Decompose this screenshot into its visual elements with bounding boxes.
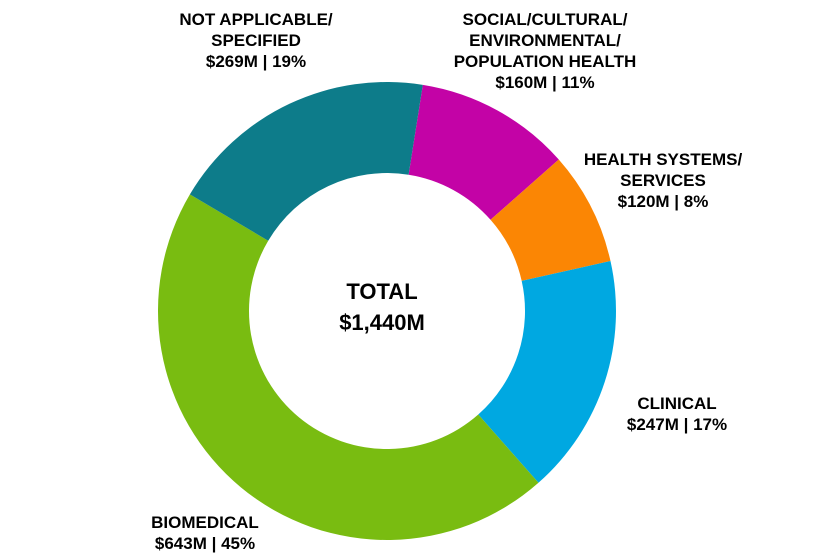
donut-segment-health-systems [490,159,611,281]
label-clinical: CLINICAL $247M | 17% [626,394,728,434]
label-biomedical: BIOMEDICAL $643M | 45% [151,513,259,553]
donut-segment-not-applicable [189,82,423,241]
donut-segments [157,82,616,541]
donut-segment-biomedical [157,194,539,541]
label-social-cultural-environmental-population-health: SOCIAL/CULTURAL/ ENVIRONMENTAL/ POPULATI… [453,10,637,92]
donut-segment-clinical [478,261,616,483]
donut-segment-social-cultural [408,84,559,220]
label-health-systems-services: HEALTH SYSTEMS/ SERVICES $120M | 8% [583,150,743,211]
donut-center-total: TOTAL $1,440M [339,279,425,335]
label-not-applicable-specified: NOT APPLICABLE/ SPECIFIED $269M | 19% [179,10,333,71]
